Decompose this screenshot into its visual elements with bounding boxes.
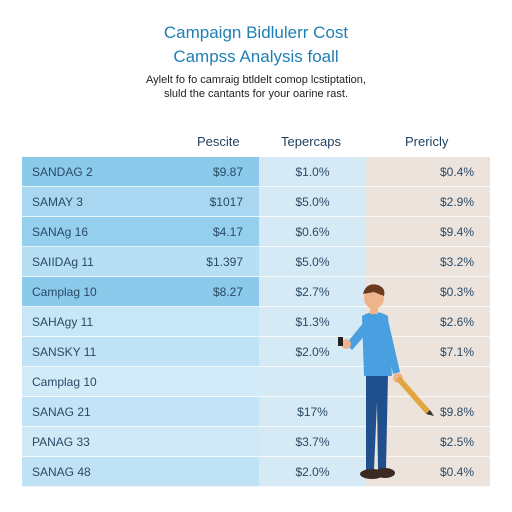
row-background: [22, 247, 259, 277]
row-value-tepercaps: $1.0%: [259, 157, 366, 187]
page-title-line-2: Campss Analysis foall: [173, 47, 339, 66]
row-value-pescite: $1.397: [206, 255, 243, 269]
column-header-tepercaps: Tepercaps: [281, 134, 341, 149]
row-value-tepercaps: $0.6%: [259, 217, 366, 247]
person-arm-left: [346, 322, 368, 350]
person-hair: [363, 284, 385, 296]
row-name: SANSKY 11: [32, 345, 97, 359]
row-background: [22, 457, 259, 487]
row-value-pescite: $8.27: [212, 285, 243, 299]
table-row: SAMAY 3 $1017 $5.0% $2.9%: [22, 187, 490, 217]
row-value-tepercaps: [259, 367, 366, 397]
row-value-prericly: $9.4%: [366, 217, 490, 247]
pen-tip-icon: [426, 410, 434, 416]
row-background: [22, 427, 259, 457]
row-value-tepercaps: $5.0%: [259, 187, 366, 217]
pen-icon: [396, 376, 430, 414]
row-value-tepercaps: $3.7%: [259, 427, 366, 457]
row-value-prericly: $2.9%: [366, 187, 490, 217]
table-row: SANAG 48 $2.0% $0.4%: [22, 457, 490, 487]
row-name: Camplag 10: [32, 375, 97, 389]
row-divider: [22, 246, 490, 247]
row-divider: [22, 456, 490, 457]
row-value-prericly: $0.4%: [366, 157, 490, 187]
row-value-pescite: $4.17: [212, 225, 243, 239]
row-divider: [22, 396, 490, 397]
row-background: [22, 217, 259, 247]
row-divider: [22, 486, 490, 487]
table-row: SAIIDAg 11 $1.397 $5.0% $3.2%: [22, 247, 490, 277]
row-name: PANAG 33: [32, 435, 90, 449]
person-shoe-right: [375, 468, 395, 478]
person-neck: [370, 306, 378, 314]
row-name: Camplag 10: [32, 285, 97, 299]
page-subtitle: Aylelt fo fo camraig btldelt comop lcsti…: [146, 74, 366, 86]
row-value-pescite: $9.87: [212, 165, 243, 179]
row-value-pescite: [22, 457, 259, 487]
row-divider: [22, 216, 490, 217]
row-background: [22, 277, 259, 307]
row-value-tepercaps: $1.3%: [259, 307, 366, 337]
person-shirt: [362, 312, 392, 376]
row-value-pescite: $1017: [209, 195, 243, 209]
row-value-pescite: [22, 307, 259, 337]
row-value-pescite: [22, 367, 259, 397]
column-header-pescite: Pescite: [197, 134, 240, 149]
row-background: [22, 157, 259, 187]
row-value-tepercaps: $5.0%: [259, 247, 366, 277]
row-name: SANDAG 2: [32, 165, 93, 179]
page-subtitle-line-2: sluld the cantants for your oarine rast.: [163, 88, 349, 100]
row-value-pescite: [22, 337, 259, 367]
page-title: Campaign Bidlulerr Cost: [163, 23, 349, 42]
row-divider: [22, 186, 490, 187]
row-background: [22, 187, 259, 217]
row-divider: [22, 426, 490, 427]
row-background: [22, 337, 259, 367]
cost-table: SANDAG 2 $9.87 $1.0% $0.4% SAMAY 3 $1017 $5.0%…: [22, 157, 490, 487]
row-value-tepercaps: $2.7%: [259, 277, 366, 307]
row-background: [22, 397, 259, 427]
row-value-prericly: $3.2%: [366, 247, 490, 277]
person-with-pen-icon: [338, 284, 434, 479]
table-row: SANAg 16 $4.17 $0.6% $9.4%: [22, 217, 490, 247]
row-value-pescite: [22, 427, 259, 457]
row-divider: [22, 276, 490, 277]
row-divider: [22, 366, 490, 367]
person-hand-left: [341, 339, 351, 349]
row-name: SAMAY 3: [32, 195, 83, 209]
row-value-pescite: [22, 397, 259, 427]
row-name: SAHAgy 11: [32, 315, 94, 329]
row-name: SANAg 16: [32, 225, 89, 239]
table-row: SAHAgy 11 $1.3% $2.6%: [22, 307, 490, 337]
person-pants: [366, 374, 388, 470]
row-value-prericly: $0.3%: [366, 277, 490, 307]
row-divider: [22, 306, 490, 307]
row-name: SANAG 48: [32, 465, 91, 479]
row-name: SAIIDAg 11: [32, 255, 94, 269]
row-value-tepercaps: $17%: [259, 397, 366, 427]
table-row: SANDAG 2 $9.87 $1.0% $0.4%: [22, 157, 490, 187]
row-background: [22, 307, 259, 337]
row-value-tepercaps: $2.0%: [259, 457, 366, 487]
row-name: SANAG 21: [32, 405, 91, 419]
table-row: Camplag 10 $8.27 $2.7% $0.3%: [22, 277, 490, 307]
phone-icon: [338, 337, 343, 346]
column-header-prericly: Prericly: [405, 134, 449, 149]
row-background: [22, 367, 259, 397]
row-divider: [22, 336, 490, 337]
person-arm-right: [384, 320, 400, 374]
